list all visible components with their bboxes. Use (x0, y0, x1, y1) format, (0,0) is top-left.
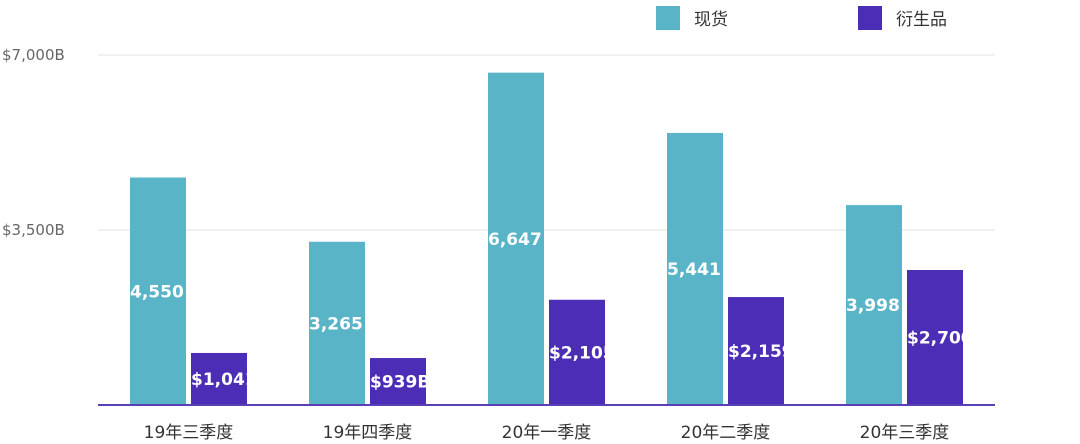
x-category-label: 20年二季度 (681, 423, 771, 443)
x-category-label: 20年三季度 (860, 423, 950, 443)
bar-spot (846, 205, 902, 405)
bar-data-label: $939B (370, 373, 430, 393)
bar-spot (309, 241, 365, 405)
bar-spot (488, 72, 544, 406)
x-category-label: 19年四季度 (323, 423, 413, 443)
bar-data-label: $2,159B (728, 342, 807, 362)
bar-derivative (549, 299, 605, 405)
legend-swatch (858, 6, 882, 30)
bar-data-label: $2,105B (549, 343, 628, 363)
y-tick-label: $3,500B (2, 221, 65, 239)
bar-data-label: $1,041B (191, 370, 270, 390)
bar-data-label: 6,647 (488, 230, 542, 250)
bar-data-label: 3,998 (846, 296, 900, 316)
bar-derivative (191, 352, 247, 405)
bar-derivative (370, 358, 426, 405)
legend-label: 现货 (694, 10, 728, 30)
bar-derivative (907, 270, 963, 405)
x-category-label: 19年三季度 (144, 423, 234, 443)
legend-label: 衍生品 (896, 10, 947, 30)
bar-data-label: 4,550 (130, 282, 184, 302)
bar-spot (667, 132, 723, 405)
y-tick-label: $7,000B (2, 46, 65, 64)
bar-spot (130, 177, 186, 405)
bar-derivative (728, 297, 784, 405)
bar-data-label: 3,265 (309, 314, 363, 334)
bar-data-label: $2,700B (907, 329, 986, 349)
legend-swatch (656, 6, 680, 30)
x-category-label: 20年一季度 (502, 423, 592, 443)
bar-data-label: 5,441 (667, 260, 721, 280)
